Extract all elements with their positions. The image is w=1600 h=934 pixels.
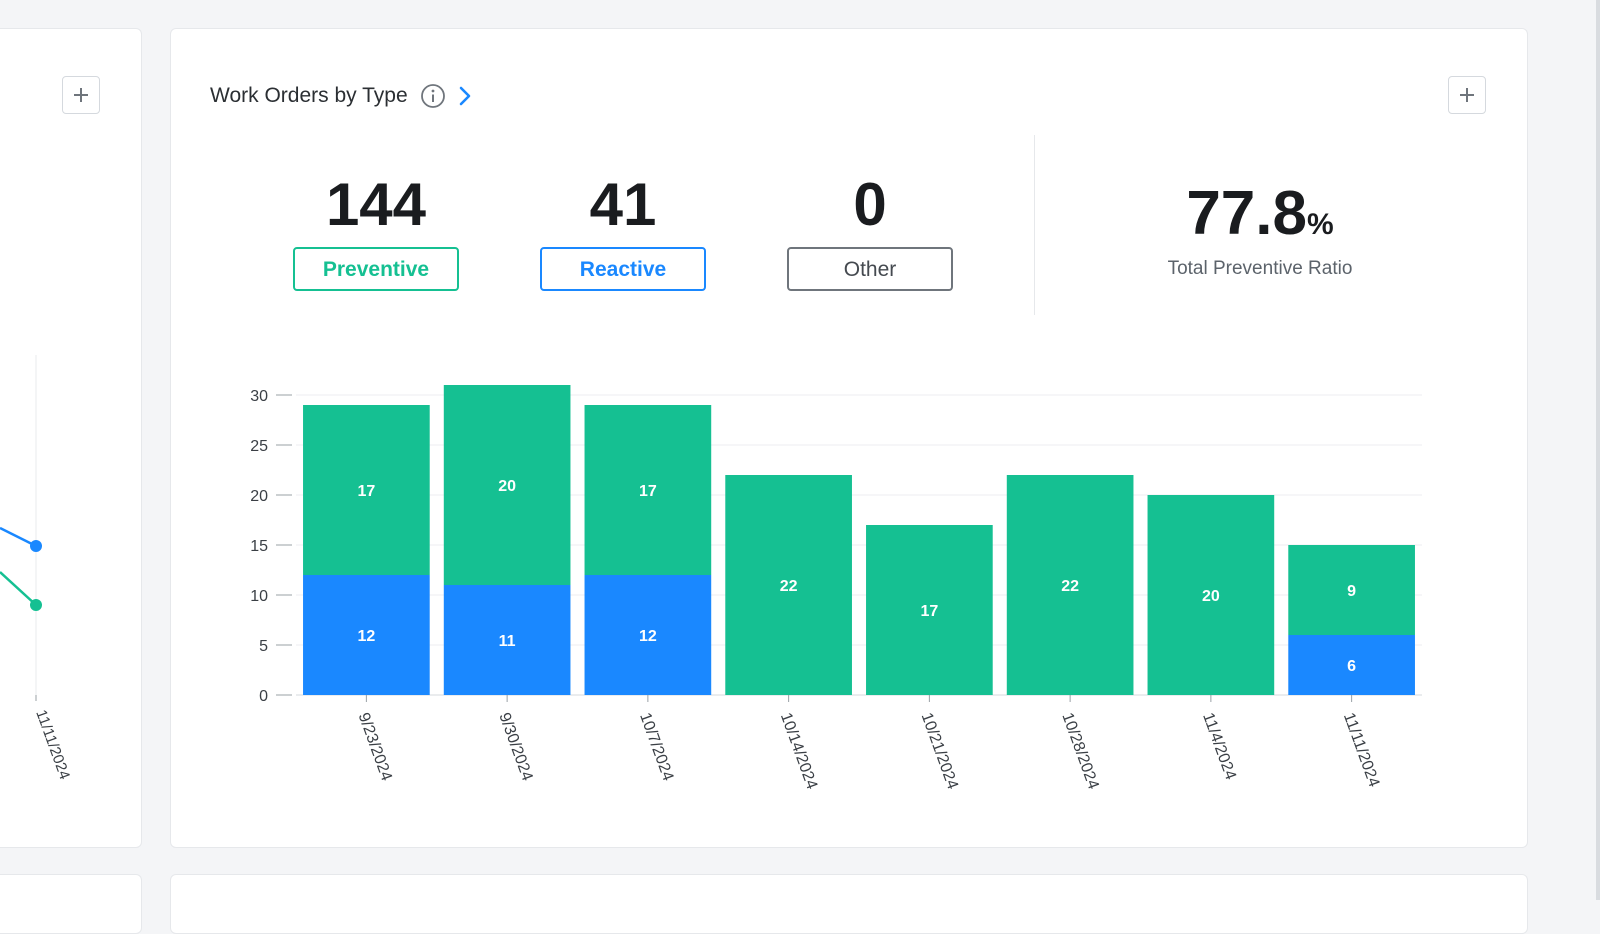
widget-title: Work Orders by Type (210, 84, 408, 107)
x-axis-tick-label: 10/21/2024 (918, 711, 961, 792)
ratio-value: 77.8 (1186, 179, 1307, 248)
scrollbar-track[interactable] (1596, 0, 1600, 900)
reactive-count: 41 (589, 171, 657, 238)
bar-segment[interactable] (1288, 545, 1415, 635)
bar-segment[interactable] (303, 405, 430, 575)
bar-data-label: 12 (639, 628, 657, 645)
x-axis-tick-label: 11/11/2024 (1340, 711, 1383, 790)
x-axis-tick-label: 10/14/2024 (777, 711, 820, 792)
bar-segment[interactable] (1006, 475, 1134, 695)
left-chart-x-tick-label: 11/11/2024 (32, 708, 73, 782)
bar-data-label: 22 (780, 578, 798, 595)
y-axis-tick-label: 25 (250, 438, 268, 455)
left-chart-point[interactable] (30, 540, 42, 552)
preventive-filter-button[interactable]: Preventive (293, 247, 459, 291)
bar-data-label: 17 (639, 483, 657, 500)
bottom-left-widget-card (0, 874, 142, 934)
plus-icon (1460, 88, 1474, 102)
bar-segment[interactable] (303, 575, 430, 695)
bar-segment[interactable] (725, 475, 852, 695)
bar-data-label: 17 (357, 483, 375, 500)
bar-data-label: 20 (1202, 588, 1220, 605)
bar-data-label: 20 (498, 478, 516, 495)
other-filter-button[interactable]: Other (787, 247, 953, 291)
bar-segment[interactable] (443, 385, 571, 585)
work-orders-add-button[interactable] (1448, 76, 1486, 114)
bar-data-label: 9 (1347, 583, 1356, 600)
info-circle-icon[interactable] (420, 83, 446, 109)
left-widget-line-chart: 11/11/2024 (0, 355, 73, 782)
bar-data-label: 22 (1061, 578, 1079, 595)
left-chart-series-line (0, 571, 37, 606)
preventive-ratio: 77.8% Total Preventive Ratio (1110, 182, 1410, 280)
x-axis-tick-label: 11/4/2024 (1199, 711, 1239, 783)
ratio-label: Total Preventive Ratio (1167, 258, 1353, 279)
left-widget-add-button[interactable] (62, 76, 100, 114)
widget-header: Work Orders by Type (210, 82, 472, 110)
other-count: 0 (853, 171, 887, 238)
chevron-right-icon[interactable] (458, 85, 472, 107)
bar-data-label: 12 (357, 628, 375, 645)
reactive-stat: 41 Reactive (540, 175, 706, 291)
y-axis-tick-label: 5 (259, 638, 268, 655)
bar-data-label: 17 (920, 603, 938, 620)
y-axis-tick-label: 30 (250, 388, 268, 405)
left-chart-series-line (0, 526, 37, 548)
reactive-filter-button[interactable]: Reactive (540, 247, 706, 291)
x-axis-tick-label: 9/30/2024 (495, 711, 535, 784)
bar-segment[interactable] (866, 525, 993, 695)
x-axis-tick-label: 9/23/2024 (355, 711, 395, 784)
work-orders-bar-chart: 0 5 10 15 20 25 30 12 17 9/23/2024 11 20 9/30/2024 12… (250, 385, 1422, 792)
left-chart-point[interactable] (30, 599, 42, 611)
bar-data-label: 6 (1347, 658, 1356, 675)
y-axis-tick-label: 0 (259, 688, 268, 705)
y-axis-tick-label: 15 (250, 538, 268, 555)
x-axis-tick-label: 10/28/2024 (1058, 711, 1101, 792)
ratio-unit: % (1306, 208, 1334, 241)
bottom-main-widget-card (170, 874, 1528, 934)
y-axis-tick-label: 10 (250, 588, 268, 605)
bar-segment[interactable] (584, 575, 712, 695)
stats-divider (1034, 135, 1035, 315)
other-stat: 0 Other (787, 175, 953, 291)
bar-data-label: 11 (499, 633, 516, 650)
left-widget-card (0, 28, 142, 848)
y-axis-tick-label: 20 (250, 488, 268, 505)
bar-segment[interactable] (1288, 635, 1415, 695)
plus-icon (74, 88, 88, 102)
x-axis-tick-label: 10/7/2024 (636, 711, 676, 784)
bar-segment[interactable] (1147, 495, 1275, 695)
preventive-count: 144 (325, 171, 427, 238)
preventive-stat: 144 Preventive (293, 175, 459, 291)
bar-segment[interactable] (443, 585, 571, 695)
bar-segment[interactable] (584, 405, 712, 575)
